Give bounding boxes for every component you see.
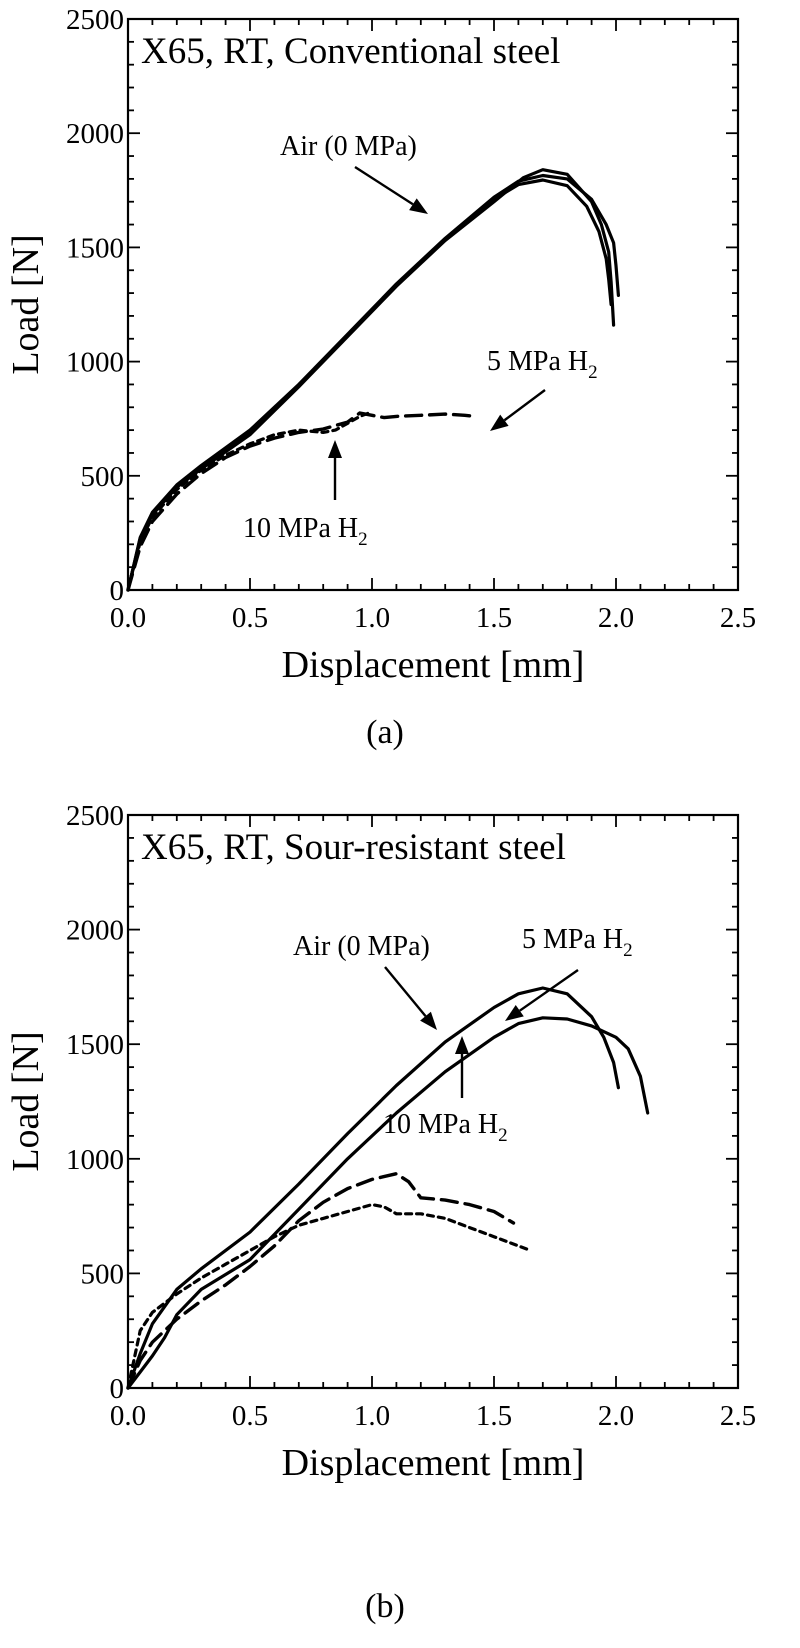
y-tick-label: 1500: [66, 232, 124, 264]
chart-title: X65, RT, Conventional steel: [141, 31, 560, 72]
x-tick-label: 2.0: [598, 1400, 634, 1432]
series-line-5-mpa-h2-3: [126, 1172, 516, 1390]
annotation-arrow: [519, 969, 579, 1012]
y-tick-label: 2000: [66, 118, 124, 150]
x-tick-label: 2.5: [720, 1400, 756, 1432]
panel-label: (b): [365, 1588, 405, 1625]
y-tick-label: 0: [110, 575, 125, 607]
chart-panel-1: 0.0 0.5 1.0 1.5 2.0 2.5 0 500 1000 1500 2000 2500 Di…: [5, 4, 756, 751]
annotation-arrowhead: [328, 440, 342, 458]
x-tick-label: 2.5: [720, 602, 756, 634]
annotation-arrowhead: [409, 198, 428, 214]
y-tick-label: 0: [110, 1373, 125, 1405]
y-tick-label: 500: [81, 1258, 125, 1290]
y-tick-label: 2500: [66, 4, 124, 36]
annotation-arrow: [384, 966, 427, 1017]
x-tick-label: 1.0: [354, 1400, 390, 1432]
y-axis-label: Load [N]: [5, 234, 47, 374]
x-tick-label: 1.5: [476, 1400, 512, 1432]
annotation-arrowhead: [455, 1036, 469, 1054]
x-tick-label: 0.5: [232, 1400, 268, 1432]
annotation-arrow: [354, 165, 414, 206]
x-tick-label: 1.0: [354, 602, 390, 634]
y-tick-label: 1500: [66, 1029, 124, 1061]
plot-frame: [126, 17, 740, 592]
y-tick-label: 500: [81, 461, 125, 493]
x-tick-label: 0.0: [110, 602, 146, 634]
chart-title: X65, RT, Sour-resistant steel: [141, 827, 566, 868]
panel-label: (a): [366, 714, 404, 751]
annotation-arrowhead: [505, 1005, 524, 1021]
series-line-5-mpa-h2-4: [126, 411, 477, 592]
y-tick-label: 2000: [66, 915, 124, 947]
y-tick-label: 1000: [66, 1144, 124, 1176]
plot-frame: [126, 813, 740, 1390]
series-line-10-mpa-h2-4: [126, 1203, 533, 1390]
x-tick-label: 0.5: [232, 602, 268, 634]
x-axis-label: Displacement [mm]: [282, 644, 585, 686]
annotation-label: 5 MPa H2: [487, 346, 598, 383]
x-tick-label: 0.0: [110, 1400, 146, 1432]
y-tick-label: 1000: [66, 347, 124, 379]
annotation-label: Air (0 MPa): [293, 931, 430, 962]
y-tick-label: 2500: [66, 800, 124, 832]
annotation-label: 10 MPa H2: [383, 1109, 508, 1146]
series-line-air-1: [126, 173, 620, 592]
x-axis-label: Displacement [mm]: [282, 1442, 585, 1484]
y-axis-label: Load [N]: [5, 1031, 47, 1171]
annotation-label: Air (0 MPa): [280, 131, 417, 162]
annotation-arrow: [503, 389, 546, 422]
annotation-label: 10 MPa H2: [243, 513, 368, 550]
x-tick-label: 1.5: [476, 602, 512, 634]
series-line-air-2: [126, 168, 616, 592]
series-line-air-2: [126, 1016, 650, 1390]
annotation-arrowhead: [420, 1011, 437, 1030]
series-line-air-1: [126, 986, 620, 1390]
x-tick-label: 2.0: [598, 602, 634, 634]
series-line-10-mpa-h2-5: [126, 410, 374, 592]
annotation-arrowhead: [490, 414, 509, 431]
series-line-air-3: [126, 178, 613, 592]
chart-panel-2: 0.0 0.5 1.0 1.5 2.0 2.5 0 500 1000 1500 2000 2500 Di…: [5, 800, 756, 1625]
annotation-label: 5 MPa H2: [522, 924, 633, 961]
